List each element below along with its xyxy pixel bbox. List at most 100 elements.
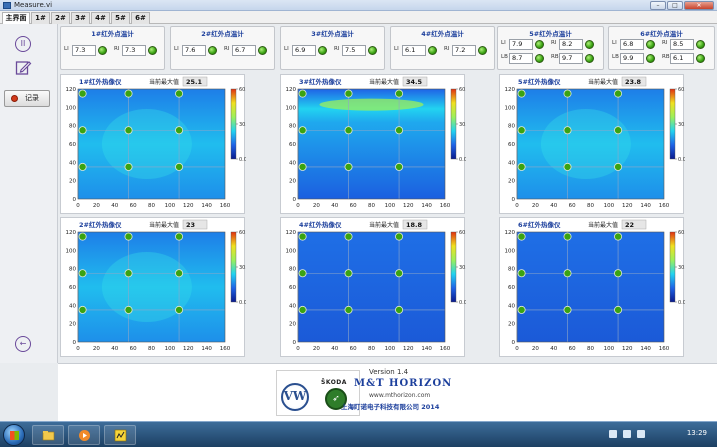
sensor-point[interactable] <box>395 269 404 278</box>
clock[interactable]: 13:29 <box>686 429 707 437</box>
tab-1[interactable]: 1# <box>31 12 50 24</box>
y-tick-label: 40 <box>508 303 515 309</box>
sensor-point[interactable] <box>78 126 87 135</box>
sensor-point[interactable] <box>395 126 404 135</box>
sensor-point[interactable] <box>124 305 133 314</box>
sensor-point[interactable] <box>175 162 184 171</box>
sensor-point[interactable] <box>298 305 307 314</box>
sensor-point[interactable] <box>175 232 184 241</box>
sensor-point[interactable] <box>344 126 353 135</box>
sensor-point[interactable] <box>78 305 87 314</box>
y-tick-label: 100 <box>505 248 516 254</box>
sensor-point[interactable] <box>517 305 526 314</box>
sensor-point[interactable] <box>563 232 572 241</box>
taskbar-media[interactable] <box>68 425 100 445</box>
sensor-point[interactable] <box>298 232 307 241</box>
sensor-point[interactable] <box>344 232 353 241</box>
colorbar-tick-label: 30.0 <box>459 265 466 271</box>
sensor-point[interactable] <box>395 232 404 241</box>
sensor-point[interactable] <box>298 126 307 135</box>
x-tick-label: 60 <box>130 346 137 352</box>
sensor-point[interactable] <box>78 89 87 98</box>
start-button[interactable] <box>3 424 25 446</box>
sensor-point[interactable] <box>344 269 353 278</box>
sensor-point[interactable] <box>344 162 353 171</box>
max-value: 23.8 <box>625 78 642 86</box>
sensor-point[interactable] <box>563 269 572 278</box>
status-led-icon <box>258 46 267 55</box>
sensor-point[interactable] <box>517 269 526 278</box>
edit-button[interactable] <box>15 59 32 76</box>
tab-2[interactable]: 2# <box>51 12 70 24</box>
pause-button[interactable]: II <box>15 36 31 52</box>
sensor-point[interactable] <box>517 126 526 135</box>
gauge-value: 6.8 <box>620 39 644 50</box>
sensor-point[interactable] <box>563 162 572 171</box>
sensor-point[interactable] <box>124 232 133 241</box>
sensor-point[interactable] <box>175 269 184 278</box>
sensor-point[interactable] <box>298 89 307 98</box>
y-tick-label: 60 <box>508 142 515 148</box>
maximize-button[interactable]: □ <box>667 1 683 10</box>
title-bar: Measure.vi – □ ✕ <box>0 0 717 11</box>
sensor-point[interactable] <box>517 162 526 171</box>
network-tray-icon[interactable] <box>623 430 631 438</box>
tab-5[interactable]: 5# <box>111 12 130 24</box>
y-tick-label: 80 <box>69 124 76 130</box>
tab-6[interactable]: 6# <box>131 12 150 24</box>
sensor-point[interactable] <box>124 126 133 135</box>
sensor-point[interactable] <box>614 162 623 171</box>
sensor-point[interactable] <box>78 162 87 171</box>
sensor-point[interactable] <box>395 305 404 314</box>
max-value: 23 <box>186 221 195 229</box>
gauge-field: RB 6.1 <box>662 53 708 64</box>
record-button[interactable]: 记录 <box>4 90 50 107</box>
sensor-point[interactable] <box>395 162 404 171</box>
left-panel: II 记录 ← <box>0 24 58 363</box>
flag-tray-icon[interactable] <box>609 430 617 438</box>
max-label: 当前最大值 <box>369 221 399 229</box>
sensor-point[interactable] <box>298 269 307 278</box>
back-button[interactable]: ← <box>15 336 31 352</box>
minimize-button[interactable]: – <box>650 1 666 10</box>
labview-icon <box>114 429 127 442</box>
sensor-point[interactable] <box>563 305 572 314</box>
x-tick-label: 160 <box>659 346 670 352</box>
sensor-point[interactable] <box>124 269 133 278</box>
sensor-point[interactable] <box>614 232 623 241</box>
sensor-point[interactable] <box>78 232 87 241</box>
y-tick-label: 80 <box>289 124 296 130</box>
warm-region <box>540 109 631 179</box>
sensor-point[interactable] <box>175 305 184 314</box>
sensor-point[interactable] <box>614 305 623 314</box>
sensor-point[interactable] <box>563 126 572 135</box>
taskbar-explorer[interactable] <box>32 425 64 445</box>
sensor-point[interactable] <box>614 89 623 98</box>
sensor-point[interactable] <box>124 89 133 98</box>
y-tick-label: 60 <box>289 285 296 291</box>
gauge-key: RI <box>551 40 557 46</box>
sensor-point[interactable] <box>614 269 623 278</box>
close-button[interactable]: ✕ <box>684 1 714 10</box>
sensor-point[interactable] <box>78 269 87 278</box>
tab-main[interactable]: 主界面 <box>2 12 30 25</box>
taskbar-labview[interactable] <box>104 425 136 445</box>
sensor-point[interactable] <box>344 305 353 314</box>
y-tick-label: 0 <box>293 197 297 203</box>
sensor-point[interactable] <box>175 126 184 135</box>
sensor-point[interactable] <box>395 89 404 98</box>
sensor-point[interactable] <box>175 89 184 98</box>
sensor-point[interactable] <box>517 89 526 98</box>
x-tick-label: 140 <box>201 203 212 209</box>
max-value: 34.5 <box>406 78 423 86</box>
sensor-point[interactable] <box>614 126 623 135</box>
sensor-point[interactable] <box>124 162 133 171</box>
gauge-field: RI 7.2 <box>444 45 490 56</box>
sensor-point[interactable] <box>563 89 572 98</box>
volume-tray-icon[interactable] <box>637 430 645 438</box>
tab-4[interactable]: 4# <box>91 12 110 24</box>
sensor-point[interactable] <box>344 89 353 98</box>
tab-3[interactable]: 3# <box>71 12 90 24</box>
sensor-point[interactable] <box>517 232 526 241</box>
sensor-point[interactable] <box>298 162 307 171</box>
